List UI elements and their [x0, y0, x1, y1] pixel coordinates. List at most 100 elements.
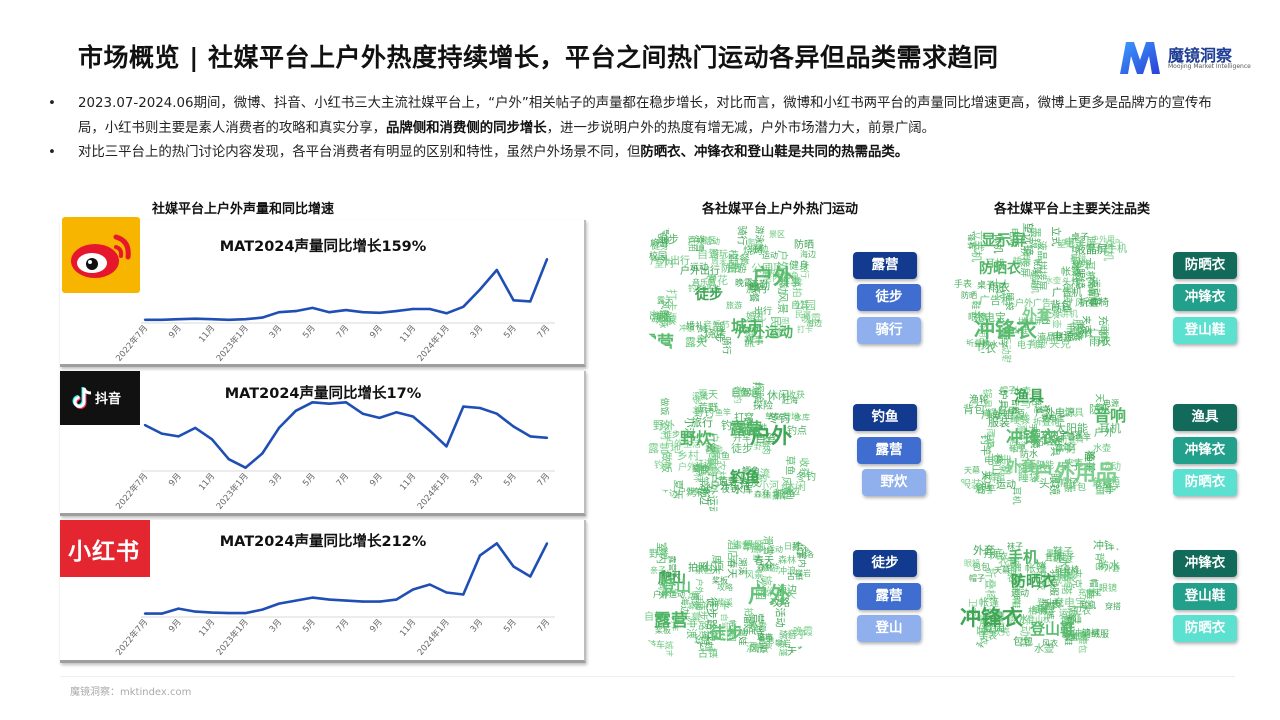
wordcloud-term: 山顶 [756, 641, 772, 650]
wordcloud-term: 野餐 [649, 549, 669, 560]
wordcloud-term: 广告机 [1052, 288, 1082, 299]
wordcloud-term: 太阳能 [1027, 461, 1055, 471]
wordcloud-term: 爬山 [731, 473, 750, 483]
wordcloud-term: 抓鱼 [712, 452, 731, 462]
sport-pill-douyin-1: 钓鱼 [853, 404, 917, 431]
wordcloud-term: 钓点 [721, 419, 743, 432]
wordcloud-term: 打窝 [734, 413, 754, 424]
wordcloud-term: 出行 [754, 307, 773, 317]
wordcloud-term: 音箱 [1055, 443, 1071, 452]
brand-logo: 魔镜洞察 Moojing Market Intelligence [1118, 38, 1251, 78]
wordcloud-term: 包包 [972, 563, 991, 573]
category-pill-douyin-2: 冲锋衣 [1173, 437, 1237, 464]
wordcloud-term: 音乐节 [703, 321, 731, 331]
wordcloud-term: 晚霞 [735, 279, 754, 289]
logo-tagline: Moojing Market Intelligence [1168, 63, 1251, 70]
x-tick-label: 9月 [368, 618, 385, 635]
sport-pill-douyin-3: 野炊 [862, 469, 926, 496]
wordcloud-term: 野钓 [694, 408, 714, 419]
data-point [328, 402, 331, 405]
wordcloud-term: 眼镜 [968, 313, 987, 323]
wordcloud-term: 海边 [806, 319, 822, 328]
wordcloud-term: 短裤 [1032, 605, 1048, 614]
wordcloud-term: 草地 [757, 633, 773, 642]
wordcloud-term: 山顶 [657, 314, 677, 325]
wordcloud-term: 雨衣 [988, 281, 1010, 294]
wordcloud-term: 桨板 [712, 576, 728, 585]
wordcloud-term: 运动 [762, 251, 778, 260]
wordcloud-term: 开车 [733, 434, 752, 444]
wordcloud-term: 营地 [705, 446, 724, 456]
wordcloud-term: 自驾 [755, 432, 777, 445]
wordcloud-term: 赛事 [744, 336, 764, 347]
bullet-1-highlight: 品牌侧和消费侧的同步增长 [385, 120, 547, 136]
wordcloud-term: 服装 [988, 416, 1010, 429]
wordcloud-term: 乡村 [677, 449, 699, 462]
wordcloud-term: 露天 [685, 336, 707, 349]
wordcloud-term: 古镇 [698, 649, 718, 660]
data-point [411, 415, 415, 418]
bullet-2: • 对比三平台上的热门讨论内容发现，各平台消费者有明显的区别和特性，虽然户外场景… [48, 141, 1228, 166]
x-tick-label: 3月 [469, 324, 486, 341]
wordcloud-term: 营地 [758, 636, 774, 645]
wordcloud-term: 户外出行 [680, 266, 720, 277]
wordcloud-term: 帐篷 [1025, 562, 1047, 575]
wordcloud-term: 攻略 [717, 583, 733, 592]
wordcloud-term: 打卡 [792, 543, 811, 553]
wordcloud-term: 冲锋衣 [960, 606, 1023, 630]
wordcloud-term: 帽子 [1000, 386, 1016, 395]
data-point [328, 311, 331, 314]
wordcloud-term: 亲子 [787, 630, 807, 641]
wordcloud-term: 钓箱 [982, 474, 1002, 485]
wordcloud-term: 袜子 [1040, 607, 1056, 616]
sport-pill-weibo-3: 骑行 [857, 317, 921, 344]
wordcloud-term: 桌子 [977, 281, 996, 291]
wordcloud-term: 攻略 [770, 598, 790, 609]
category-pill-weibo-3: 登山鞋 [1173, 317, 1237, 344]
wordcloud-term: 背包 [1036, 605, 1055, 615]
wordcloud-term: 运动 [1011, 589, 1030, 599]
wordcloud-term: 冲锋衣 [974, 318, 1037, 342]
douyin-sports-wordcloud: 钓友 鱼竿 野钓 户外生活 农村 爬山 露营地 徒步 夜钓 小河 钓点 乡村 户外美食 烤肉 鱼塘 冬钓 赶海溪… [636, 370, 832, 513]
wordcloud-term: 背包 [1050, 299, 1072, 312]
wordcloud-term: 防晒 [1053, 305, 1072, 315]
data-point [428, 307, 431, 311]
wordcloud-term: 望远镜 [1057, 240, 1085, 250]
x-tick-label: 9月 [368, 472, 385, 489]
data-point [177, 607, 180, 610]
wordcloud-term: 风衣 [1075, 299, 1094, 309]
wordcloud-term: 探险 [753, 401, 773, 412]
sport-pill-xiaohongshu-2: 露营 [857, 583, 921, 610]
wordcloud-term: 防晒 [961, 291, 977, 300]
wordcloud-term: 水库 [733, 485, 753, 496]
wordcloud-term: 抓绒 [1042, 575, 1062, 586]
wordcloud-term: 防水 [1089, 403, 1111, 416]
data-point [194, 610, 197, 613]
wordcloud-term: 电源 [1052, 330, 1074, 343]
data-point [210, 318, 214, 321]
wordcloud-term: 钓友 [739, 476, 761, 489]
x-tick-label: 3月 [268, 618, 285, 635]
wordcloud-term: 夏天 [698, 390, 718, 401]
x-tick-label: 11月 [398, 618, 418, 639]
wordcloud-term: 旅游 [726, 301, 742, 310]
data-point [529, 300, 532, 303]
data-point [261, 608, 264, 611]
wordcloud-term: 周末 [711, 257, 727, 266]
wordcloud-term: 旅行 [764, 269, 780, 278]
wordcloud-term: 景区 [695, 566, 714, 576]
data-point [261, 316, 264, 319]
wordcloud-term: 电源 [1103, 399, 1119, 408]
wordcloud-term: 收获 [787, 391, 806, 401]
wordcloud-term: 背包 [1068, 483, 1087, 493]
weibo-chart-title: MAT2024声量同比增长159% [219, 239, 427, 255]
wordcloud-term: 露营地 [648, 442, 681, 455]
wordcloud-term: 天幕 [964, 466, 980, 475]
wordcloud-term: 钓箱 [1102, 477, 1121, 487]
data-point [378, 311, 381, 314]
data-point [227, 318, 230, 321]
wordcloud-term: 防水 [1073, 260, 1092, 270]
wordcloud-term: 手表 [1041, 600, 1061, 611]
